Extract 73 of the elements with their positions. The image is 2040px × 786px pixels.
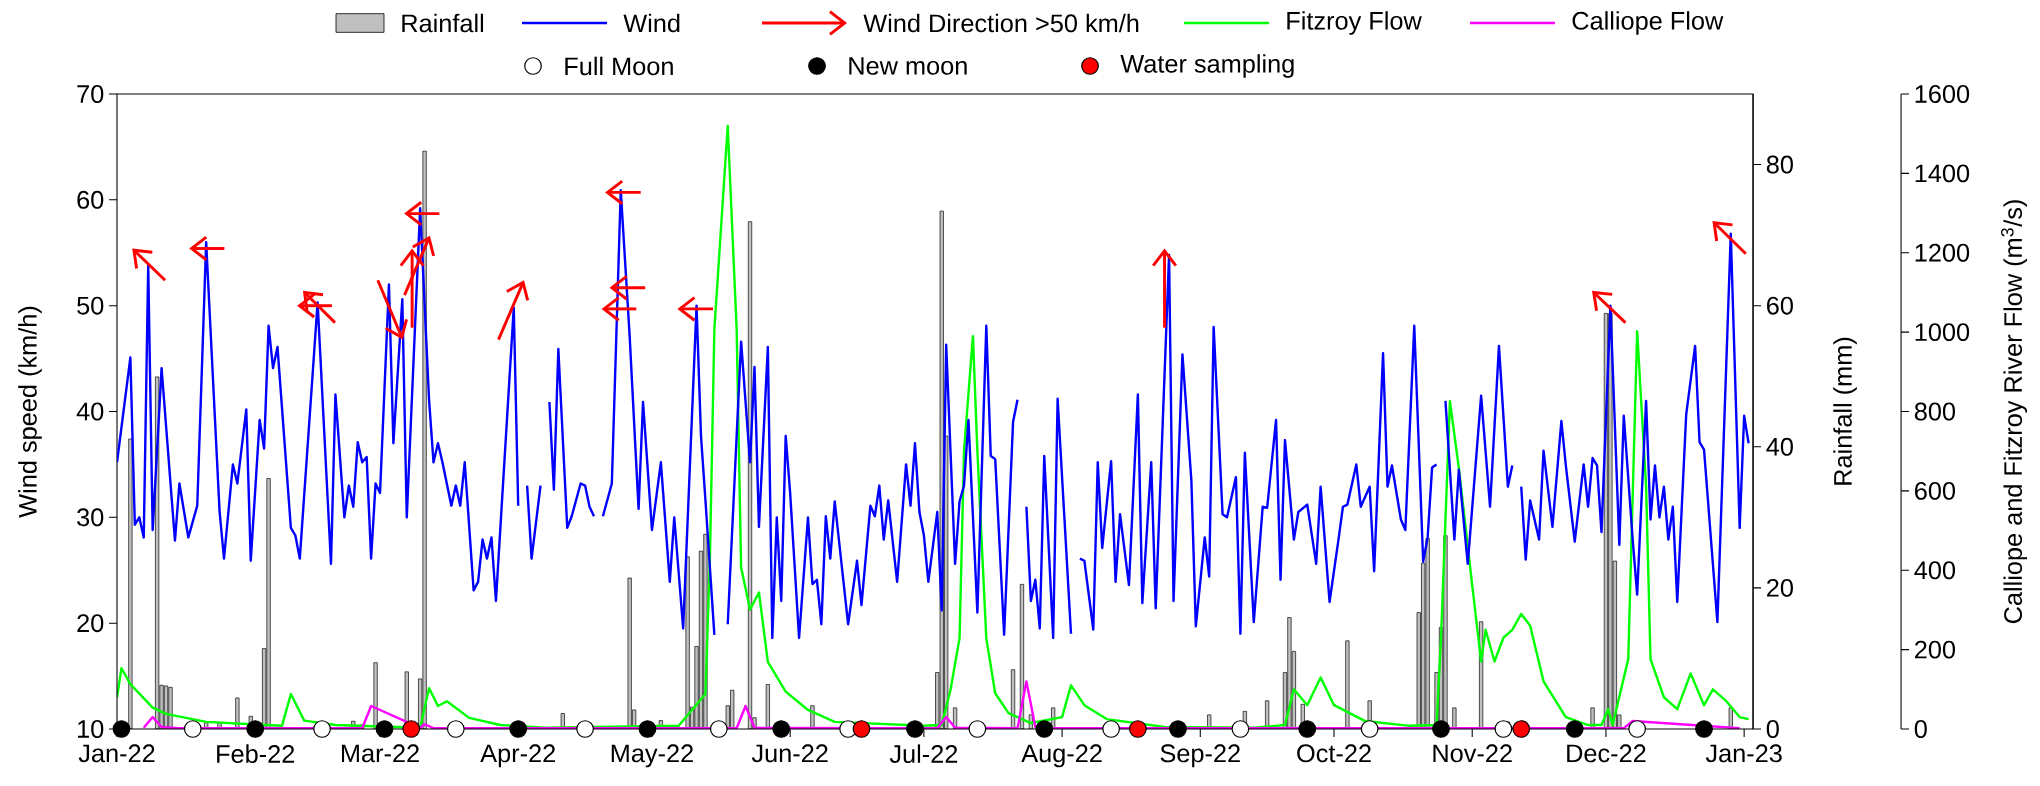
y-tick-label: 60 (77, 190, 104, 209)
point (709, 720, 728, 738)
y-tick-label: 70 (77, 85, 104, 103)
point (112, 720, 131, 738)
y-tick-label: 50 (77, 296, 104, 315)
y3-tick-label: 1600 (1915, 85, 1970, 103)
x-tick-label: Nov-22 (1433, 744, 1512, 763)
point (1565, 720, 1584, 738)
point (906, 720, 924, 738)
point (772, 720, 791, 738)
point (402, 720, 421, 738)
y-tick-label: 30 (77, 508, 104, 527)
x-tick-label: May-22 (611, 744, 693, 768)
point (1494, 720, 1513, 738)
point (1360, 720, 1379, 738)
x-tick-label: Mar-22 (341, 744, 419, 763)
x-tick-label: Jul-22 (889, 744, 958, 763)
point (1512, 720, 1531, 738)
legend-label: Calliope Flow (1572, 11, 1724, 35)
point (1432, 720, 1450, 738)
y3-tick-label: 800 (1914, 402, 1956, 421)
legend-label: Rainfall (402, 13, 484, 33)
y-tick-label: 20 (77, 614, 104, 633)
legend-label: New moon (849, 57, 967, 75)
x-tick-label: Sep-22 (1160, 744, 1240, 768)
point (1628, 720, 1647, 738)
y3-tick-label: 200 (1915, 640, 1956, 659)
x-tick-label: Jan-23 (1705, 744, 1782, 763)
y2-tick-label: 40 (1766, 437, 1793, 456)
y2-tick-label: 0 (1766, 720, 1779, 738)
point (1695, 720, 1713, 738)
y2-axis-title: Rainfall (mm) (1833, 337, 1857, 485)
point (509, 720, 528, 738)
point (375, 720, 394, 738)
y2-tick-label: 60 (1767, 296, 1793, 315)
point (968, 720, 987, 738)
x-tick-label: Dec-22 (1567, 744, 1646, 763)
point (852, 720, 871, 738)
point (1231, 720, 1250, 738)
y3-tick-label: 1200 (1915, 243, 1970, 262)
y3-tick-label: 1000 (1915, 323, 1970, 342)
legend-label: Fitzroy Flow (1287, 11, 1422, 35)
x-tick-label: Oct-22 (1297, 744, 1371, 763)
point (638, 720, 657, 738)
y-tick-label: 10 (78, 720, 104, 738)
y3-tick-label: 0 (1914, 720, 1927, 738)
y2-tick-label: 20 (1767, 578, 1793, 597)
x-tick-label: Jan-22 (78, 744, 155, 763)
point (1169, 720, 1187, 738)
x-tick-label: Apr-22 (480, 744, 555, 768)
point (1102, 720, 1120, 738)
x-tick-label: Aug-22 (1021, 744, 1102, 768)
point (446, 720, 465, 738)
x-tick-label: Feb-22 (217, 744, 295, 763)
y3-axis-title: Calliope and Fitzroy River Flow (m$^{3}$/s) (2001, 200, 2028, 624)
point (313, 720, 331, 738)
point (1129, 720, 1147, 738)
y3-tick-label: 400 (1914, 561, 1956, 580)
y2-tick-label: 80 (1766, 155, 1793, 174)
point (1298, 720, 1317, 738)
text: Wind Direction >50 km/h (863, 13, 1139, 33)
y3-tick-label: 1400 (1915, 164, 1970, 183)
y3-tick-label: 600 (1915, 481, 1956, 500)
y-axis-title: Wind speed (km/h) (18, 306, 42, 518)
point (576, 720, 594, 738)
legend-label: Wind (623, 13, 680, 33)
legend-label: Full Moon (565, 56, 673, 76)
point (246, 720, 265, 738)
legend-label: Water sampling (1120, 54, 1294, 78)
y-tick-label: 40 (76, 402, 104, 421)
point (183, 720, 202, 738)
point (1035, 720, 1054, 738)
x-tick-label: Jun-22 (751, 744, 828, 763)
